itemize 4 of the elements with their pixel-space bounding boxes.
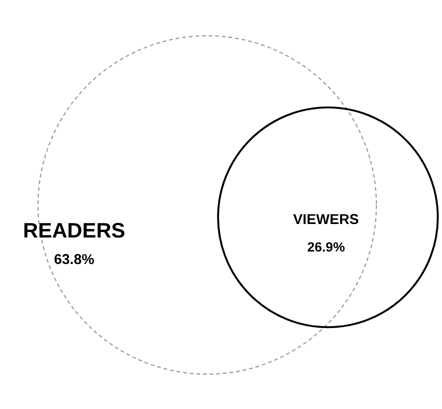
data-label: 26.9% — [307, 240, 346, 255]
category-label: READERS — [23, 219, 126, 242]
data-label: 63.8% — [54, 252, 95, 268]
category-label: VIEWERS — [293, 212, 359, 228]
